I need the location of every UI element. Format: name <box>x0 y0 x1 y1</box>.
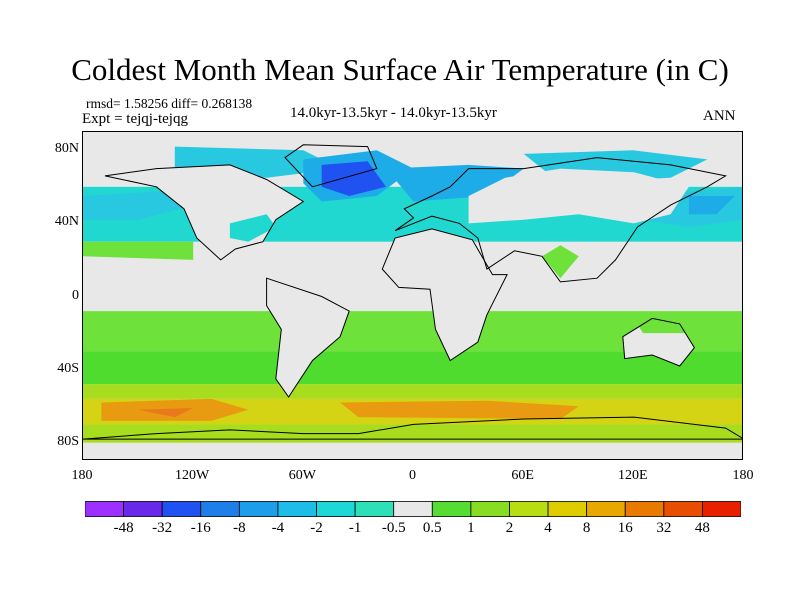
colorbar-swatch <box>161 501 202 517</box>
north-australia-green <box>633 318 689 334</box>
colorbar-tick-label: 8 <box>582 520 591 536</box>
colorbar-tick-label: -8 <box>233 520 246 536</box>
colorbar-swatch <box>431 501 472 517</box>
season-label: ANN <box>703 108 736 124</box>
arctic-band <box>83 132 742 154</box>
labrador-deep-blue <box>321 161 386 196</box>
stats-label: rmsd= 1.58256 diff= 0.268138 <box>86 96 253 111</box>
africa-land <box>382 228 508 361</box>
colorbar-swatch <box>663 501 703 517</box>
lon-tick-label: 0 <box>409 468 416 483</box>
southern-ocean-orange-patch-atlantic <box>340 400 579 419</box>
colorbar-swatch <box>547 501 588 517</box>
colorbar-swatch <box>470 501 510 517</box>
colorbar-tick-label: -2 <box>310 520 323 536</box>
lat-tick-label: 80N <box>54 141 79 157</box>
eastern-us-cyan <box>229 214 276 242</box>
lat-tick-label: 40N <box>54 214 79 230</box>
colorbar-swatch <box>624 501 665 517</box>
antarctic-interior-band <box>83 442 742 459</box>
north-pacific-green-strip <box>83 241 194 260</box>
coastline-6 <box>83 416 742 440</box>
south-america-land <box>266 278 350 397</box>
colorbar-tick-label: 32 <box>656 520 672 536</box>
coastline-0 <box>104 164 305 261</box>
colorbar-tick-label: -4 <box>271 520 285 536</box>
lon-tick-label: 180 <box>71 468 93 483</box>
colorbar-swatch <box>123 501 163 517</box>
coastline-5 <box>284 144 378 188</box>
colorbar-swatch <box>238 501 279 517</box>
colorbar-tick-label: 2 <box>505 520 514 536</box>
coastline-1 <box>266 277 350 398</box>
southern-ocean-band <box>83 384 742 399</box>
coastline-2 <box>381 228 508 362</box>
lon-tick-label: 120E <box>618 468 648 483</box>
coastline-4 <box>622 317 696 367</box>
lat-tick-label: 40S <box>57 360 79 376</box>
colorbar-swatch <box>200 501 240 517</box>
plot-subtitle: 14.0kyr-13.5kyr - 14.0kyr-13.5kyr <box>290 105 497 121</box>
colorbar-tick-label: 4 <box>544 520 552 536</box>
colorbar-tick-label: -1 <box>348 520 362 536</box>
north-pacific-teal <box>83 190 194 220</box>
experiment-label: Expt = tejqj-tejqg <box>82 111 188 127</box>
lat-tick-label: 0 <box>72 287 79 303</box>
plot-title: Coldest Month Mean Surface Air Temperatu… <box>71 52 729 87</box>
lon-tick-label: 60E <box>511 468 534 483</box>
antarctic-coast-band <box>83 424 742 443</box>
colorbar-swatch <box>393 501 433 517</box>
colorbar-swatch <box>586 501 626 517</box>
india-green <box>542 245 579 279</box>
lon-tick-label: 180 <box>732 468 754 483</box>
colorbar-swatch <box>509 501 549 517</box>
lon-tick-label: 60W <box>288 468 316 483</box>
colorbar-tick-label: 0.5 <box>422 520 442 536</box>
colorbar-tick-label: -48 <box>113 520 134 536</box>
colorbar-swatch <box>85 501 124 517</box>
colorbar <box>85 501 741 517</box>
colorbar-tick-label: -0.5 <box>381 520 406 536</box>
coastline-3 <box>394 157 727 283</box>
colorbar-swatch <box>316 501 356 517</box>
temperature-anomaly-map <box>83 132 742 459</box>
colorbar-tick-label: -16 <box>190 520 211 536</box>
colorbar-swatch <box>277 501 317 517</box>
southern-ocean-orange-red-patch <box>138 408 194 418</box>
colorbar-tick-label: 1 <box>467 520 475 536</box>
colorbar-tick-label: 48 <box>694 520 710 536</box>
colorbar-tick-label: 16 <box>617 520 633 536</box>
lat-tick-label: 80S <box>57 433 79 449</box>
asia-land <box>468 168 689 224</box>
colorbar-swatch <box>354 501 395 517</box>
kamchatka-blue <box>688 196 735 215</box>
lon-tick-label: 120W <box>175 468 210 483</box>
map-panel <box>82 131 743 460</box>
colorbar-swatch <box>702 501 741 517</box>
colorbar-tick-label: -32 <box>152 520 173 536</box>
